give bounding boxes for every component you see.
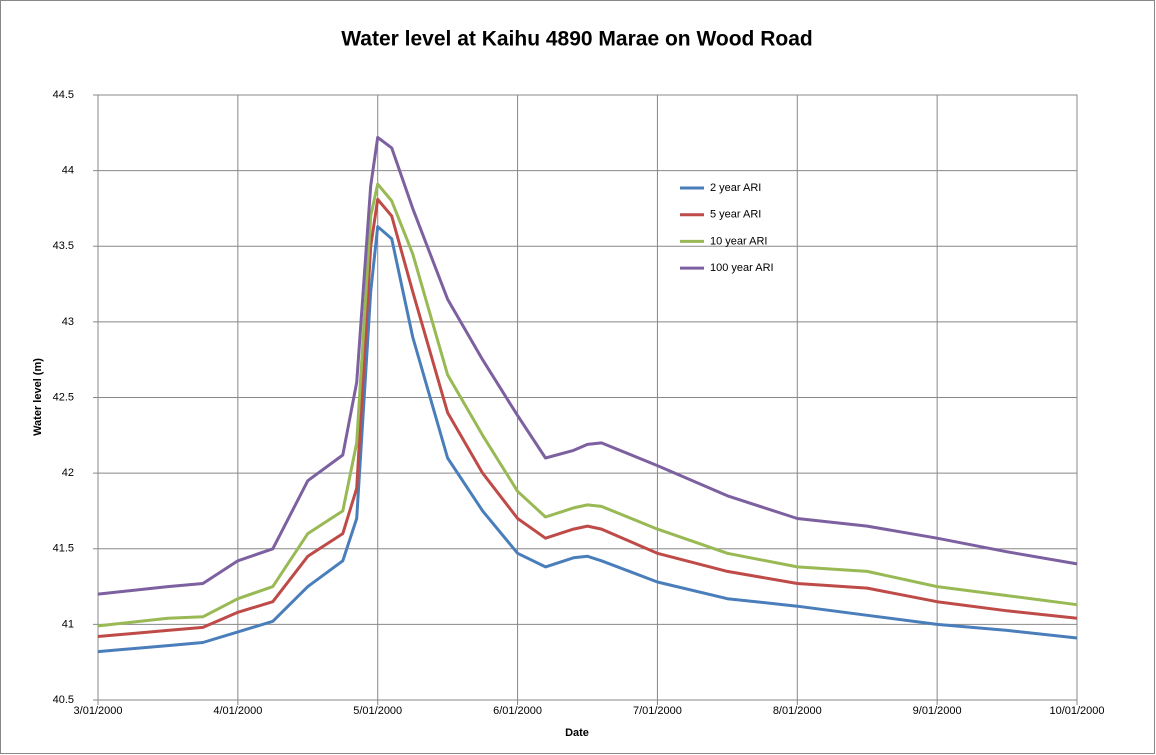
x-tick-label: 5/01/2000 [353, 705, 402, 717]
x-axis-label: Date [565, 727, 589, 739]
y-tick-label: 41.5 [53, 543, 74, 555]
y-tick-label: 44.5 [53, 89, 74, 101]
y-tick-label: 43.5 [53, 240, 74, 252]
series-line [97, 182, 1078, 628]
y-tick-label: 44 [62, 165, 74, 177]
x-tick-label: 6/01/2000 [493, 705, 542, 717]
x-tick-label: 9/01/2000 [913, 705, 962, 717]
y-tick-label: 40.5 [53, 694, 74, 706]
chart-title: Water level at Kaihu 4890 Marae on Wood … [341, 28, 812, 51]
x-tick-label: 4/01/2000 [213, 705, 262, 717]
y-tick-label: 42.5 [53, 391, 74, 403]
legend-label: 5 year ARI [710, 209, 761, 221]
x-tick-label: 3/01/2000 [74, 705, 123, 717]
y-tick-label: 41 [62, 618, 74, 630]
series-line [97, 225, 1078, 654]
y-axis-label: Water level (m) [32, 358, 44, 436]
x-tick-label: 8/01/2000 [773, 705, 822, 717]
legend-label: 2 year ARI [710, 182, 761, 194]
legend-label: 10 year ARI [710, 235, 767, 247]
y-tick-label: 42 [62, 467, 74, 479]
series-line [97, 197, 1078, 638]
x-tick-label: 10/01/2000 [1049, 705, 1104, 717]
x-tick-label: 7/01/2000 [633, 705, 682, 717]
legend-label: 100 year ARI [710, 262, 774, 274]
y-tick-label: 43 [62, 316, 74, 328]
series-line [97, 135, 1078, 596]
